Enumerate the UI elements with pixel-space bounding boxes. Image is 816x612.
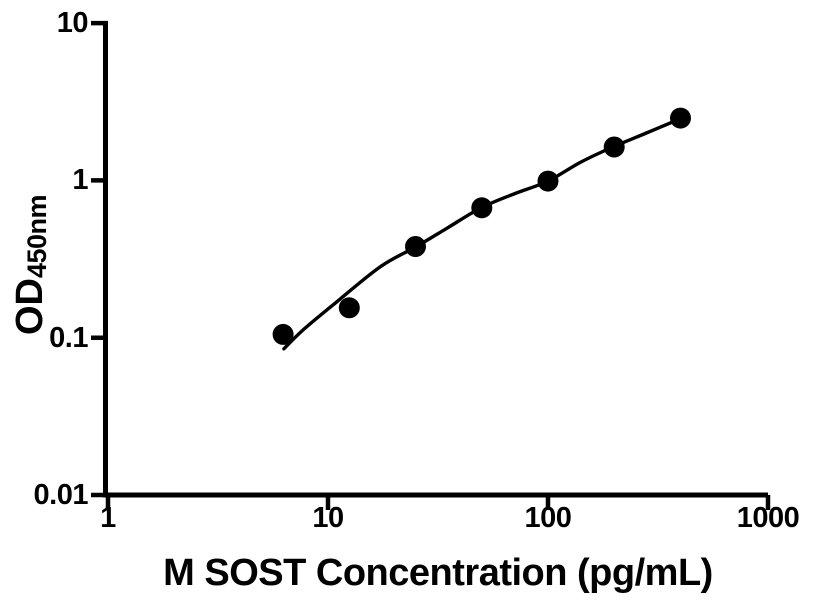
y-tick-label: 0.1 [49, 321, 88, 354]
data-point [603, 136, 625, 158]
data-point [537, 170, 559, 192]
y-tick-label: 10 [56, 7, 89, 40]
x-axis-title: M SOST Concentration (pg/mL) [163, 552, 713, 594]
x-tick-label: 1000 [736, 502, 800, 534]
y-tick-label: 0.01 [33, 479, 89, 511]
x-tick-label: 1 [100, 502, 116, 534]
data-point [471, 197, 493, 219]
y-axis-title-subscript: 450nm [22, 194, 52, 279]
x-tick-label: 100 [524, 502, 572, 534]
x-tick-label: 10 [312, 502, 344, 534]
data-point [338, 297, 360, 319]
data-point [272, 323, 294, 345]
y-tick-label: 1 [72, 164, 88, 197]
data-point [670, 107, 691, 129]
data-point [405, 236, 426, 257]
y-axis-title: OD450nm [8, 190, 52, 340]
